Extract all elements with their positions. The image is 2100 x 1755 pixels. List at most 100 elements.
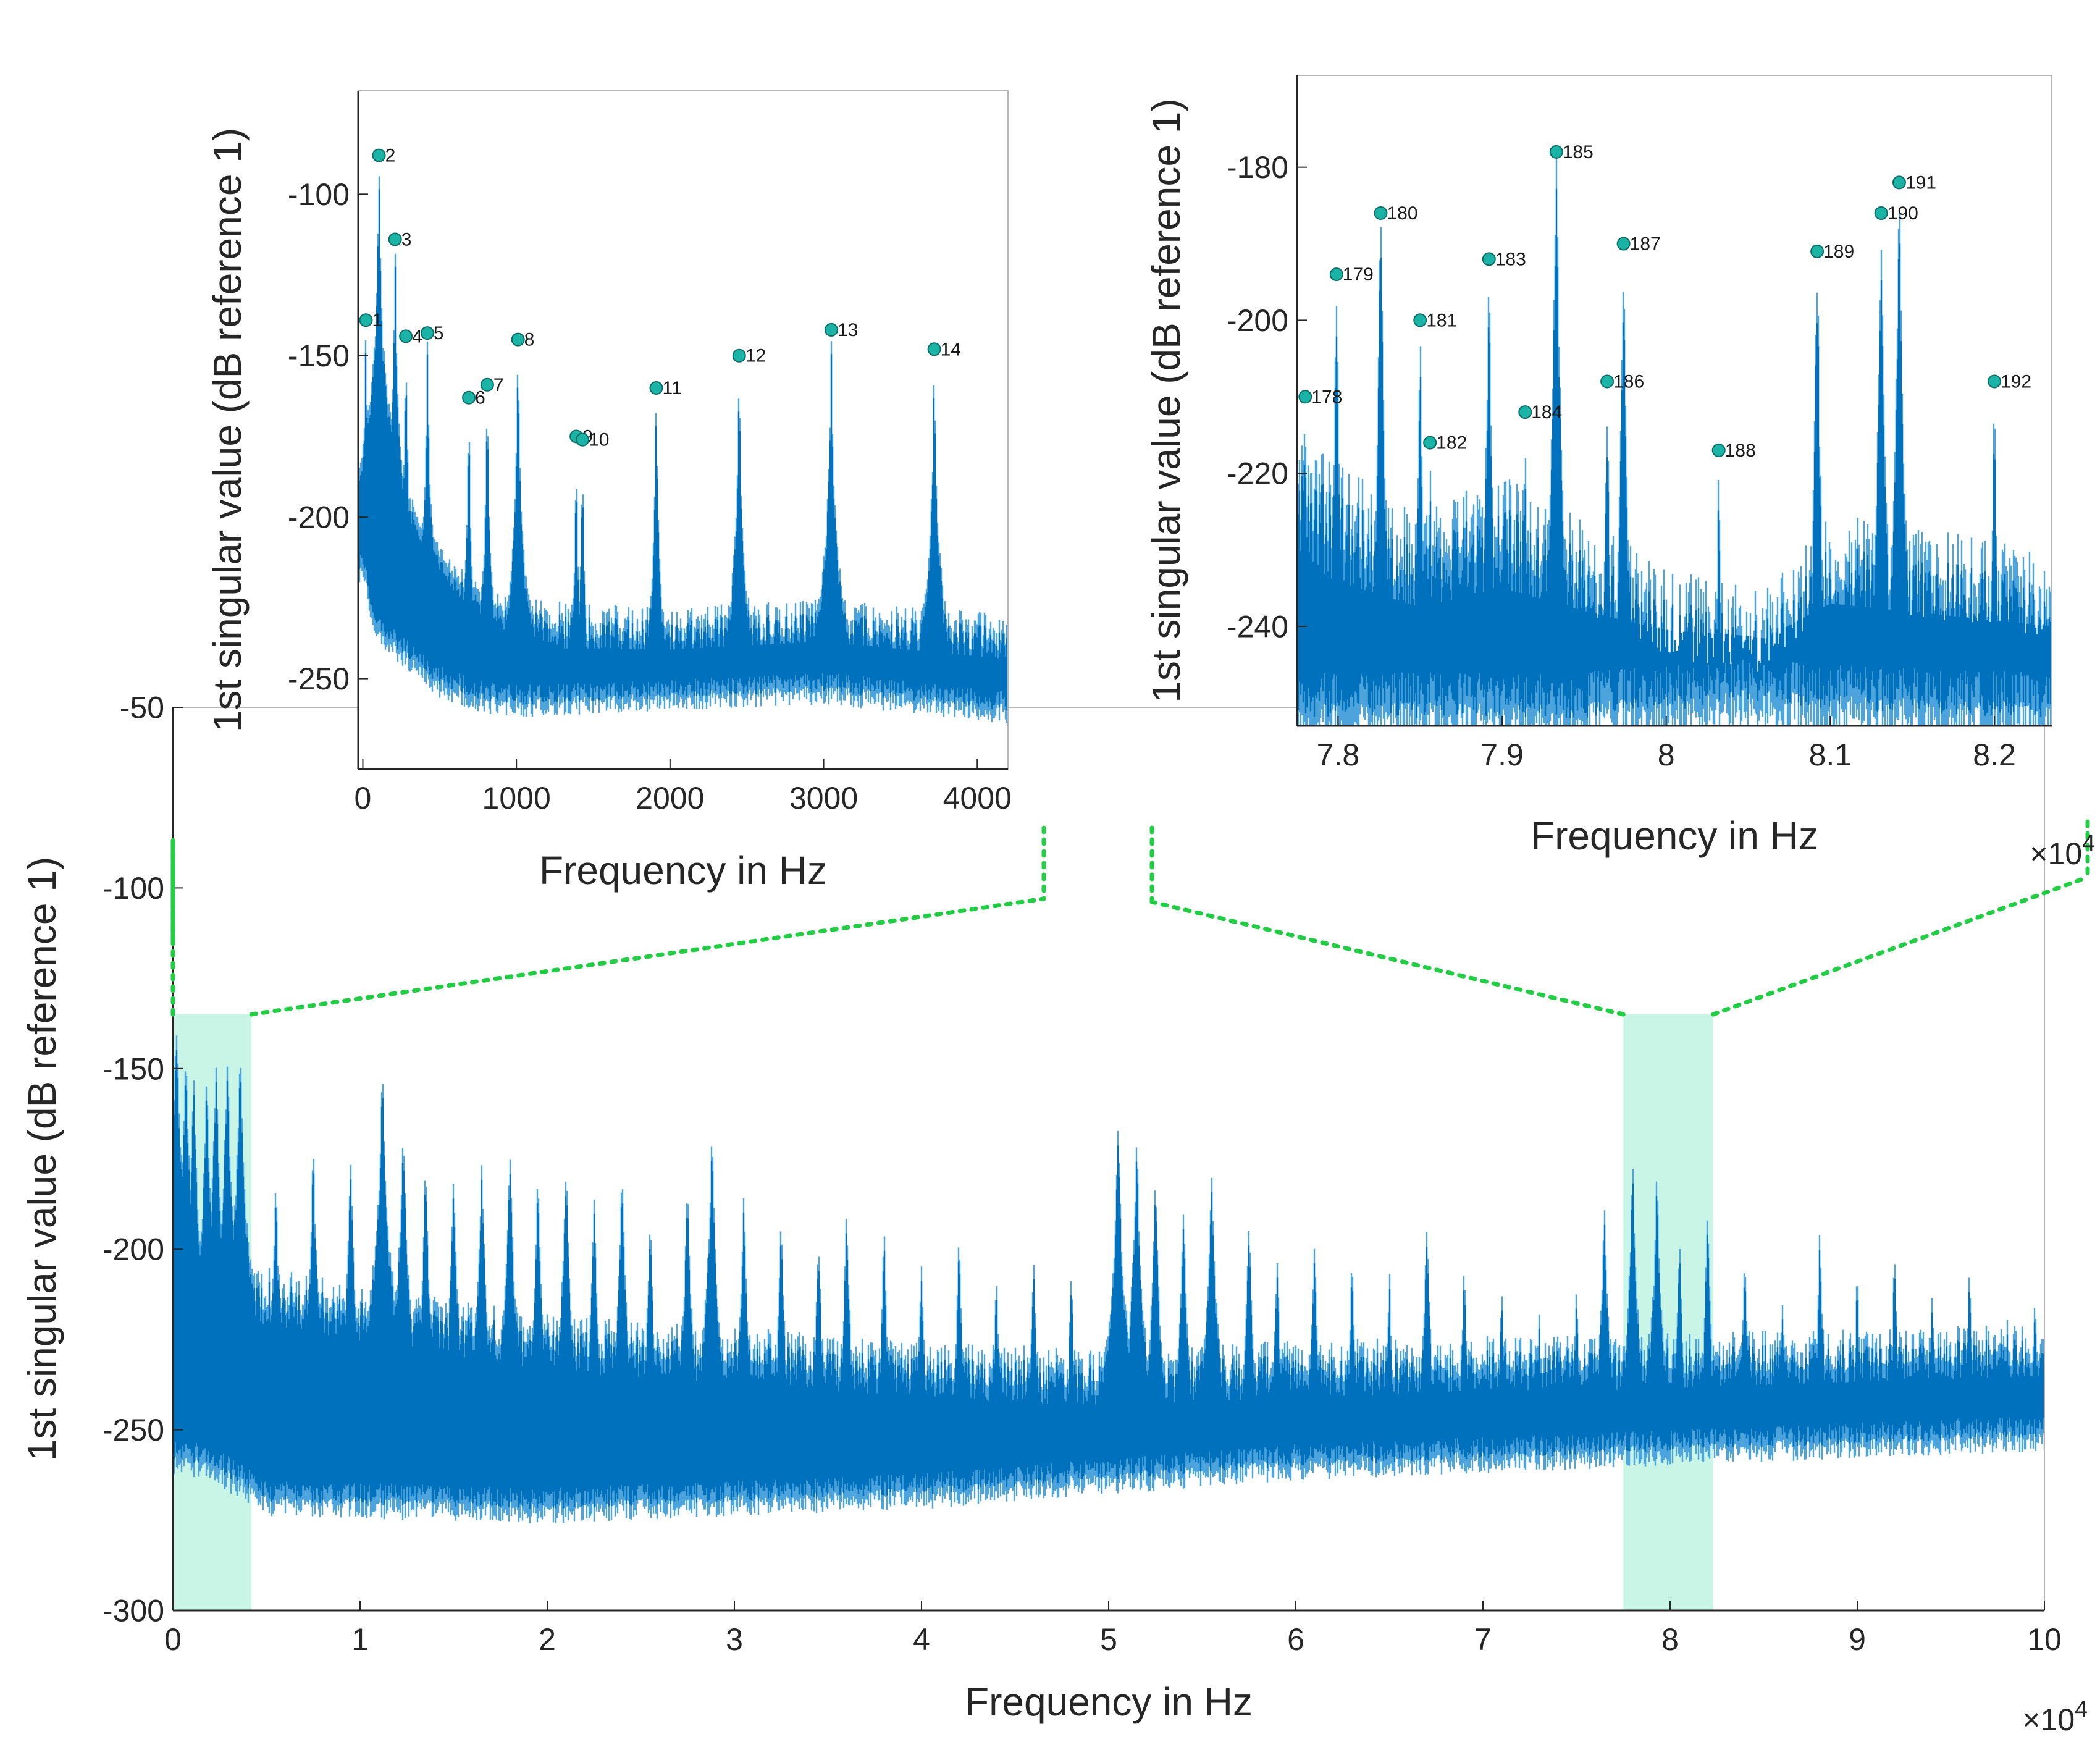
peak-marker-5 bbox=[420, 326, 434, 340]
x-axis-multiplier: ×104 bbox=[2022, 1696, 2088, 1737]
peak-marker-178 bbox=[1298, 390, 1312, 404]
x-tick-label: 1000 bbox=[482, 781, 551, 815]
peak-label-2: 2 bbox=[385, 146, 396, 166]
x-tick-label: 8 bbox=[1658, 738, 1675, 772]
peak-label-5: 5 bbox=[434, 323, 444, 343]
y-tick-label: -300 bbox=[103, 1594, 164, 1628]
peak-label-192: 192 bbox=[2001, 372, 2031, 392]
peak-marker-4 bbox=[399, 329, 413, 343]
signal-trace bbox=[1297, 158, 2052, 726]
peak-marker-6 bbox=[462, 390, 476, 405]
peak-marker-10 bbox=[576, 432, 590, 447]
y-tick-label: -220 bbox=[1227, 457, 1288, 491]
peak-label-10: 10 bbox=[589, 430, 609, 450]
y-tick-label: -200 bbox=[288, 500, 350, 535]
signal-core bbox=[1297, 188, 2052, 718]
y-tick-label: -250 bbox=[103, 1413, 164, 1447]
peak-marker-12 bbox=[732, 348, 746, 363]
signal-core bbox=[358, 189, 1008, 710]
x-tick-label: 5 bbox=[1100, 1622, 1117, 1657]
x-axis-label: Frequency in Hz bbox=[539, 848, 827, 893]
peak-marker-14 bbox=[927, 342, 941, 356]
peak-label-184: 184 bbox=[1531, 402, 1562, 423]
peak-label-183: 183 bbox=[1495, 249, 1526, 269]
peak-marker-13 bbox=[824, 322, 838, 337]
x-tick-label: 2 bbox=[539, 1622, 556, 1657]
peak-label-187: 187 bbox=[1630, 234, 1661, 255]
x-tick-label: 6 bbox=[1287, 1622, 1304, 1657]
signal-trace bbox=[173, 1035, 2044, 1523]
x-tick-label: 3 bbox=[726, 1622, 743, 1657]
peak-label-11: 11 bbox=[662, 378, 681, 398]
peak-marker-191 bbox=[1892, 175, 1906, 190]
signal-core bbox=[173, 1050, 2044, 1509]
peak-label-188: 188 bbox=[1725, 440, 1756, 461]
x-tick-label: 7.8 bbox=[1317, 738, 1360, 772]
x-tick-label: 8 bbox=[1661, 1622, 1679, 1657]
y-tick-label: -50 bbox=[120, 691, 164, 725]
x-tick-label: 9 bbox=[1849, 1622, 1866, 1657]
peak-label-178: 178 bbox=[1311, 387, 1342, 407]
peak-label-189: 189 bbox=[1823, 242, 1854, 262]
peak-marker-187 bbox=[1616, 237, 1631, 251]
y-tick-label: -250 bbox=[288, 662, 350, 696]
zoom-connector-lines bbox=[170, 819, 2090, 1017]
peak-label-12: 12 bbox=[746, 346, 766, 366]
peak-label-1: 1 bbox=[372, 310, 382, 330]
peak-label-182: 182 bbox=[1436, 433, 1467, 453]
signal-trace bbox=[358, 176, 1008, 723]
x-tick-label: 7.9 bbox=[1480, 738, 1524, 772]
y-tick-label: -150 bbox=[288, 339, 350, 373]
peak-label-190: 190 bbox=[1888, 203, 1918, 224]
peak-marker-185 bbox=[1549, 145, 1563, 159]
peak-label-13: 13 bbox=[838, 320, 858, 340]
x-tick-label: 4 bbox=[913, 1622, 930, 1657]
y-axis-label: 1st singular value (dB reference 1) bbox=[205, 128, 250, 732]
peak-label-7: 7 bbox=[494, 375, 504, 395]
y-axis-label: 1st singular value (dB reference 1) bbox=[1144, 98, 1188, 702]
peak-marker-7 bbox=[480, 377, 494, 392]
peak-marker-8 bbox=[511, 332, 525, 347]
connector-line-4 bbox=[1711, 875, 2090, 1017]
y-tick-label: -180 bbox=[1227, 150, 1288, 185]
peak-label-180: 180 bbox=[1387, 203, 1418, 224]
peak-marker-180 bbox=[1374, 206, 1388, 220]
peak-marker-179 bbox=[1329, 267, 1343, 282]
x-tick-label: 8.1 bbox=[1809, 738, 1852, 772]
peak-label-4: 4 bbox=[412, 326, 422, 347]
inset-plot-low-frequency: 123456789101112131401000200030004000-250… bbox=[205, 90, 1012, 893]
x-axis-label: Frequency in Hz bbox=[1531, 814, 1818, 858]
connector-line-3 bbox=[1149, 899, 1626, 1017]
peak-marker-181 bbox=[1413, 313, 1427, 327]
peak-marker-182 bbox=[1423, 436, 1437, 450]
peak-marker-11 bbox=[649, 381, 663, 395]
y-tick-label: -100 bbox=[288, 177, 350, 212]
x-tick-label: 1 bbox=[351, 1622, 369, 1657]
peak-marker-189 bbox=[1810, 244, 1825, 258]
main-plot: 0 1 2 3 4 5 6 7 8 9 10 -300 -250 -200 -150 -100 -50 Frequ… bbox=[20, 691, 2088, 1738]
peak-marker-190 bbox=[1874, 206, 1888, 220]
peak-marker-2 bbox=[372, 148, 386, 162]
y-tick-label: -200 bbox=[1227, 303, 1288, 338]
y-tick-label: -240 bbox=[1227, 609, 1288, 644]
x-tick-label: 8.2 bbox=[1973, 738, 2016, 772]
peak-label-179: 179 bbox=[1343, 264, 1374, 285]
peak-label-191: 191 bbox=[1905, 172, 1936, 193]
peak-label-186: 186 bbox=[1613, 372, 1644, 392]
y-tick-label: -100 bbox=[103, 871, 164, 906]
peak-label-6: 6 bbox=[475, 388, 485, 408]
peak-label-14: 14 bbox=[941, 339, 961, 360]
x-tick-label: 10 bbox=[2027, 1622, 2062, 1657]
x-tick-label: 0 bbox=[164, 1622, 182, 1657]
x-axis-multiplier: ×104 bbox=[2030, 830, 2095, 871]
y-axis-label: 1st singular value (dB reference 1) bbox=[20, 857, 64, 1461]
x-axis-label: Frequency in Hz bbox=[965, 1680, 1253, 1724]
peak-label-181: 181 bbox=[1426, 310, 1457, 330]
peak-marker-184 bbox=[1518, 405, 1532, 419]
connector-line-2 bbox=[249, 896, 1046, 1017]
x-tick-label: 4000 bbox=[943, 781, 1012, 815]
peak-marker-183 bbox=[1482, 252, 1496, 266]
peak-label-185: 185 bbox=[1563, 142, 1594, 162]
x-tick-label: 0 bbox=[355, 781, 372, 815]
